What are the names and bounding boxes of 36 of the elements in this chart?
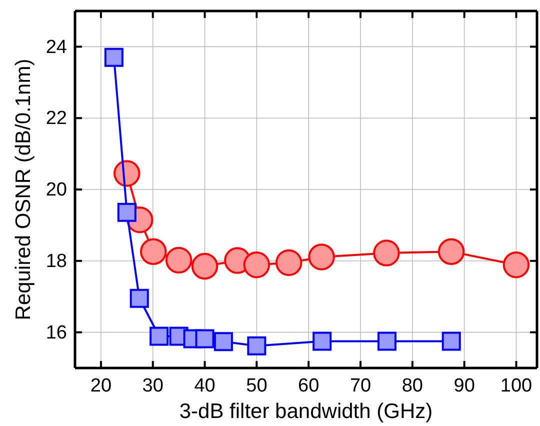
y-tick-label: 22 [46,108,67,130]
point [276,249,302,276]
point [308,244,335,270]
x-tick-label: 30 [142,375,164,396]
point [114,160,140,187]
x-tick-label: 40 [194,375,216,396]
y-tick-label: 16 [46,322,67,344]
point [150,326,169,346]
x-tick-label: 70 [350,375,372,396]
point [191,252,218,280]
y-tick-label: 20 [46,180,67,201]
y-axis-title: Required OSNR (dB/0.1nm) [12,58,35,320]
point [104,48,124,67]
point [165,246,192,274]
point [312,332,332,351]
x-tick-label: 60 [298,375,320,396]
point [130,288,149,308]
y-tick-label: 24 [46,36,68,58]
x-tick-label: 90 [454,375,475,396]
point [502,251,530,278]
point [140,238,167,265]
point [247,336,266,356]
point [438,238,465,265]
x-tick-label: 50 [246,375,268,396]
y-tick-label: 18 [46,250,67,272]
point [377,332,396,351]
point [195,329,214,348]
point [373,240,400,266]
x-axis-title: 3-dB filter bandwidth (GHz) [179,400,433,423]
point [442,332,461,351]
point [214,332,233,352]
point [243,251,270,278]
point [117,202,136,222]
x-tick-label: 80 [402,375,423,396]
x-tick-label: 100 [500,375,532,396]
x-tick-label: 20 [90,375,112,396]
